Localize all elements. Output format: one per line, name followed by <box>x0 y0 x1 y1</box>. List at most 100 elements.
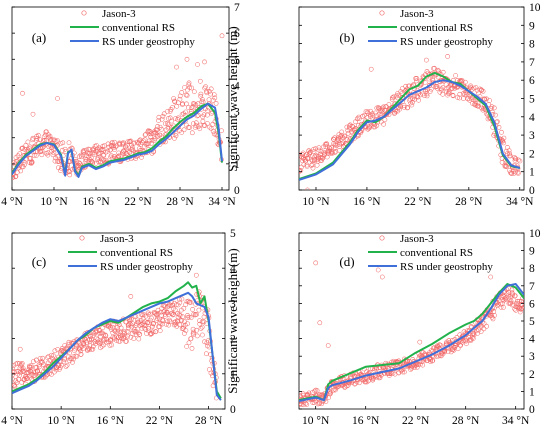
jason3-point <box>201 314 207 320</box>
jason3-point <box>393 109 399 114</box>
jason3-point <box>521 304 524 309</box>
jason3-point <box>135 317 140 323</box>
jason3-point <box>434 85 440 91</box>
jason3-point <box>400 369 406 375</box>
jason3-point <box>39 358 44 364</box>
jason3-point <box>414 364 420 370</box>
y-tick-label: 5 <box>234 54 240 66</box>
jason3-point <box>197 122 203 128</box>
jason3-point <box>492 305 497 311</box>
jason3-point <box>162 303 168 309</box>
jason3-point <box>488 274 494 280</box>
jason3-point <box>119 336 125 341</box>
jason3-point <box>195 112 201 118</box>
jason3-point <box>47 133 53 139</box>
jason3-point <box>170 311 176 317</box>
jason3-point <box>43 132 48 138</box>
jason3-point <box>389 96 395 102</box>
jason3-point <box>105 148 110 154</box>
jason3-point <box>90 346 96 352</box>
jason3-point <box>20 90 25 96</box>
jason3-point <box>149 315 154 321</box>
jason3-point <box>176 115 181 121</box>
jason3-point <box>99 156 104 162</box>
jason3-point <box>422 93 427 98</box>
jason3-point <box>435 67 441 73</box>
y-axis-label: Significant wave height (m) <box>225 26 240 172</box>
jason3-point <box>189 346 195 351</box>
jason3-point <box>439 86 444 92</box>
jason3-point <box>59 147 65 153</box>
jason3-point <box>501 135 507 141</box>
jason3-point <box>85 348 90 353</box>
jason3-point <box>431 345 436 351</box>
legend: Jason-3 conventional RS RS under geostroph… <box>68 233 193 273</box>
jason3-point <box>35 149 40 154</box>
jason3-point <box>484 323 489 329</box>
jason3-point <box>482 96 488 102</box>
jason3-point <box>337 148 342 153</box>
jason3-point <box>476 327 482 333</box>
jason3-point <box>438 342 443 348</box>
jason3-point <box>340 135 345 140</box>
jason3-point <box>174 323 180 329</box>
legend-label: Jason-3 <box>100 233 134 245</box>
jason3-point <box>59 347 65 353</box>
jason3-point <box>15 360 20 366</box>
jason3-point <box>379 108 385 114</box>
y-tick-label: 5 <box>529 94 535 106</box>
jason3-point <box>88 155 94 161</box>
jason3-point <box>184 56 190 62</box>
y-tick-label: 3 <box>529 351 535 363</box>
jason3-point <box>98 345 103 351</box>
x-tick-label: 34 °N <box>506 196 534 208</box>
jason3-point <box>481 321 487 326</box>
jason3-point <box>307 149 313 155</box>
jason3-point <box>473 85 479 90</box>
plot-data <box>12 272 222 401</box>
x-tick-label: 16 °N <box>82 196 110 208</box>
jason3-point <box>420 362 426 368</box>
jason3-point <box>187 85 193 90</box>
jason3-point <box>346 125 352 131</box>
jason3-point <box>187 125 192 130</box>
jason3-point <box>57 365 63 370</box>
jason3-point <box>66 341 72 347</box>
jason3-point <box>409 102 415 108</box>
jason3-point <box>54 159 60 164</box>
jason3-point <box>127 318 133 324</box>
jason3-point <box>171 322 177 328</box>
jason3-point <box>463 338 469 344</box>
jason3-point <box>107 343 113 348</box>
jason3-point <box>329 149 335 155</box>
y-axis-label: Significant wave height (m) <box>225 248 240 394</box>
jason3-point <box>344 137 350 143</box>
jason3-point <box>408 367 413 372</box>
jason3-point <box>177 96 183 102</box>
jason3-point <box>515 169 521 175</box>
jason3-point <box>173 133 179 139</box>
y-tick-label: 6 <box>529 75 535 87</box>
jason3-point <box>51 353 56 359</box>
jason3-point <box>177 300 183 306</box>
jason3-point <box>30 111 36 117</box>
jason3-point <box>128 294 134 299</box>
jason3-point <box>188 315 194 321</box>
jason3-point <box>189 105 194 111</box>
jason3-point <box>474 328 480 333</box>
jason3-point <box>205 121 210 126</box>
jason3-point <box>451 347 457 353</box>
jason3-point <box>186 105 191 110</box>
jason3-point <box>87 342 93 348</box>
y-tick-label: 5 <box>529 316 535 328</box>
jason3-point <box>507 151 512 157</box>
jason3-point <box>326 145 332 151</box>
jason3-point <box>20 368 26 374</box>
jason3-point <box>356 122 361 128</box>
jason3-point <box>41 362 46 367</box>
jason3-point <box>67 172 73 178</box>
legend: Jason-3 conventional RS RS under geostroph… <box>368 233 493 273</box>
jason3-point <box>165 109 170 114</box>
jason3-point <box>127 149 133 155</box>
jason3-point <box>212 95 218 101</box>
